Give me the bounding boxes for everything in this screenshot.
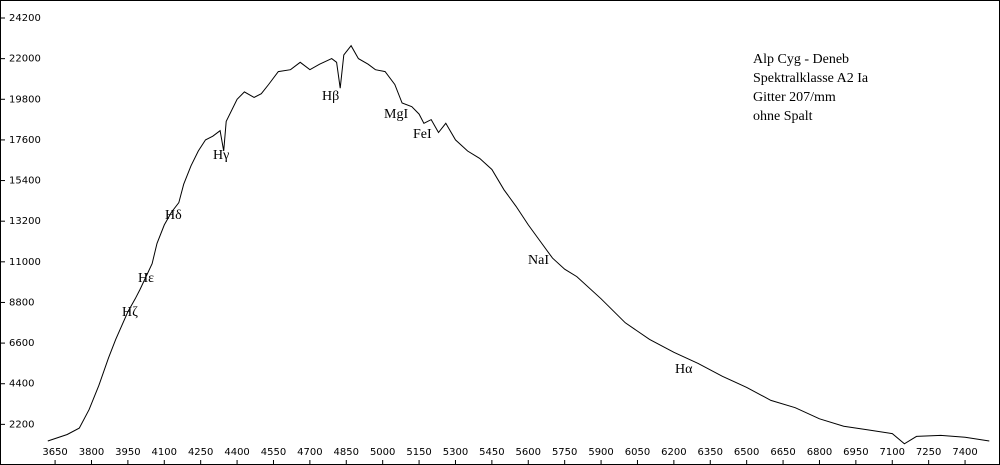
x-tick-label: 3650 <box>42 447 67 458</box>
y-tick-label: 22000 <box>9 54 41 65</box>
x-tick-label: 3800 <box>79 447 104 458</box>
y-tick-label: 8800 <box>9 297 34 308</box>
x-tick-label: 7400 <box>952 447 977 458</box>
line-label: Hζ <box>122 305 138 320</box>
x-tick-label: 4250 <box>188 447 213 458</box>
y-tick-label: 2200 <box>9 419 34 430</box>
line-label: Hδ <box>165 208 182 223</box>
line-label: MgI <box>384 107 408 122</box>
info-text: Alp Cyg - Deneb <box>753 52 849 67</box>
y-tick-label: 17600 <box>9 135 41 146</box>
x-tick-label: 6350 <box>698 447 723 458</box>
x-tick-label: 5750 <box>552 447 577 458</box>
info-text: Gitter 207/mm <box>753 90 836 105</box>
x-tick-label: 6950 <box>843 447 868 458</box>
y-tick-label: 6600 <box>9 338 34 349</box>
x-tick-label: 7250 <box>916 447 941 458</box>
x-tick-label: 7100 <box>880 447 905 458</box>
x-tick-label: 5150 <box>406 447 431 458</box>
line-label: Hβ <box>322 89 339 104</box>
x-tick-label: 5900 <box>588 447 613 458</box>
x-tick-label: 4400 <box>224 447 249 458</box>
info-text: ohne Spalt <box>753 109 813 124</box>
x-tick-label: 6500 <box>734 447 759 458</box>
line-label: FeI <box>413 127 432 142</box>
x-tick-label: 5450 <box>479 447 504 458</box>
y-tick-label: 15400 <box>9 176 41 187</box>
x-tick-label: 3950 <box>115 447 140 458</box>
x-tick-label: 6650 <box>770 447 795 458</box>
x-tick-label: 4850 <box>334 447 359 458</box>
line-label: Hγ <box>213 148 229 163</box>
x-tick-label: 6050 <box>625 447 650 458</box>
x-tick-label: 6800 <box>807 447 832 458</box>
line-label: Hα <box>675 362 693 377</box>
line-label: NaI <box>528 253 549 268</box>
spectrum-line <box>47 44 990 445</box>
x-tick-label: 5000 <box>370 447 395 458</box>
y-tick-label: 19800 <box>9 94 41 105</box>
x-tick-label: 4700 <box>297 447 322 458</box>
x-tick-label: 5600 <box>516 447 541 458</box>
x-tick-label: 4100 <box>152 447 177 458</box>
x-tick-label: 4550 <box>261 447 286 458</box>
x-tick-label: 5300 <box>443 447 468 458</box>
y-tick-label: 11000 <box>9 257 41 268</box>
y-tick-label: 4400 <box>9 379 34 390</box>
y-tick-label: 24200 <box>9 13 41 24</box>
line-label: Hε <box>138 271 154 286</box>
x-tick-label: 6200 <box>661 447 686 458</box>
info-text: Spektralklasse A2 Ia <box>753 71 869 86</box>
y-tick-label: 13200 <box>9 216 41 227</box>
